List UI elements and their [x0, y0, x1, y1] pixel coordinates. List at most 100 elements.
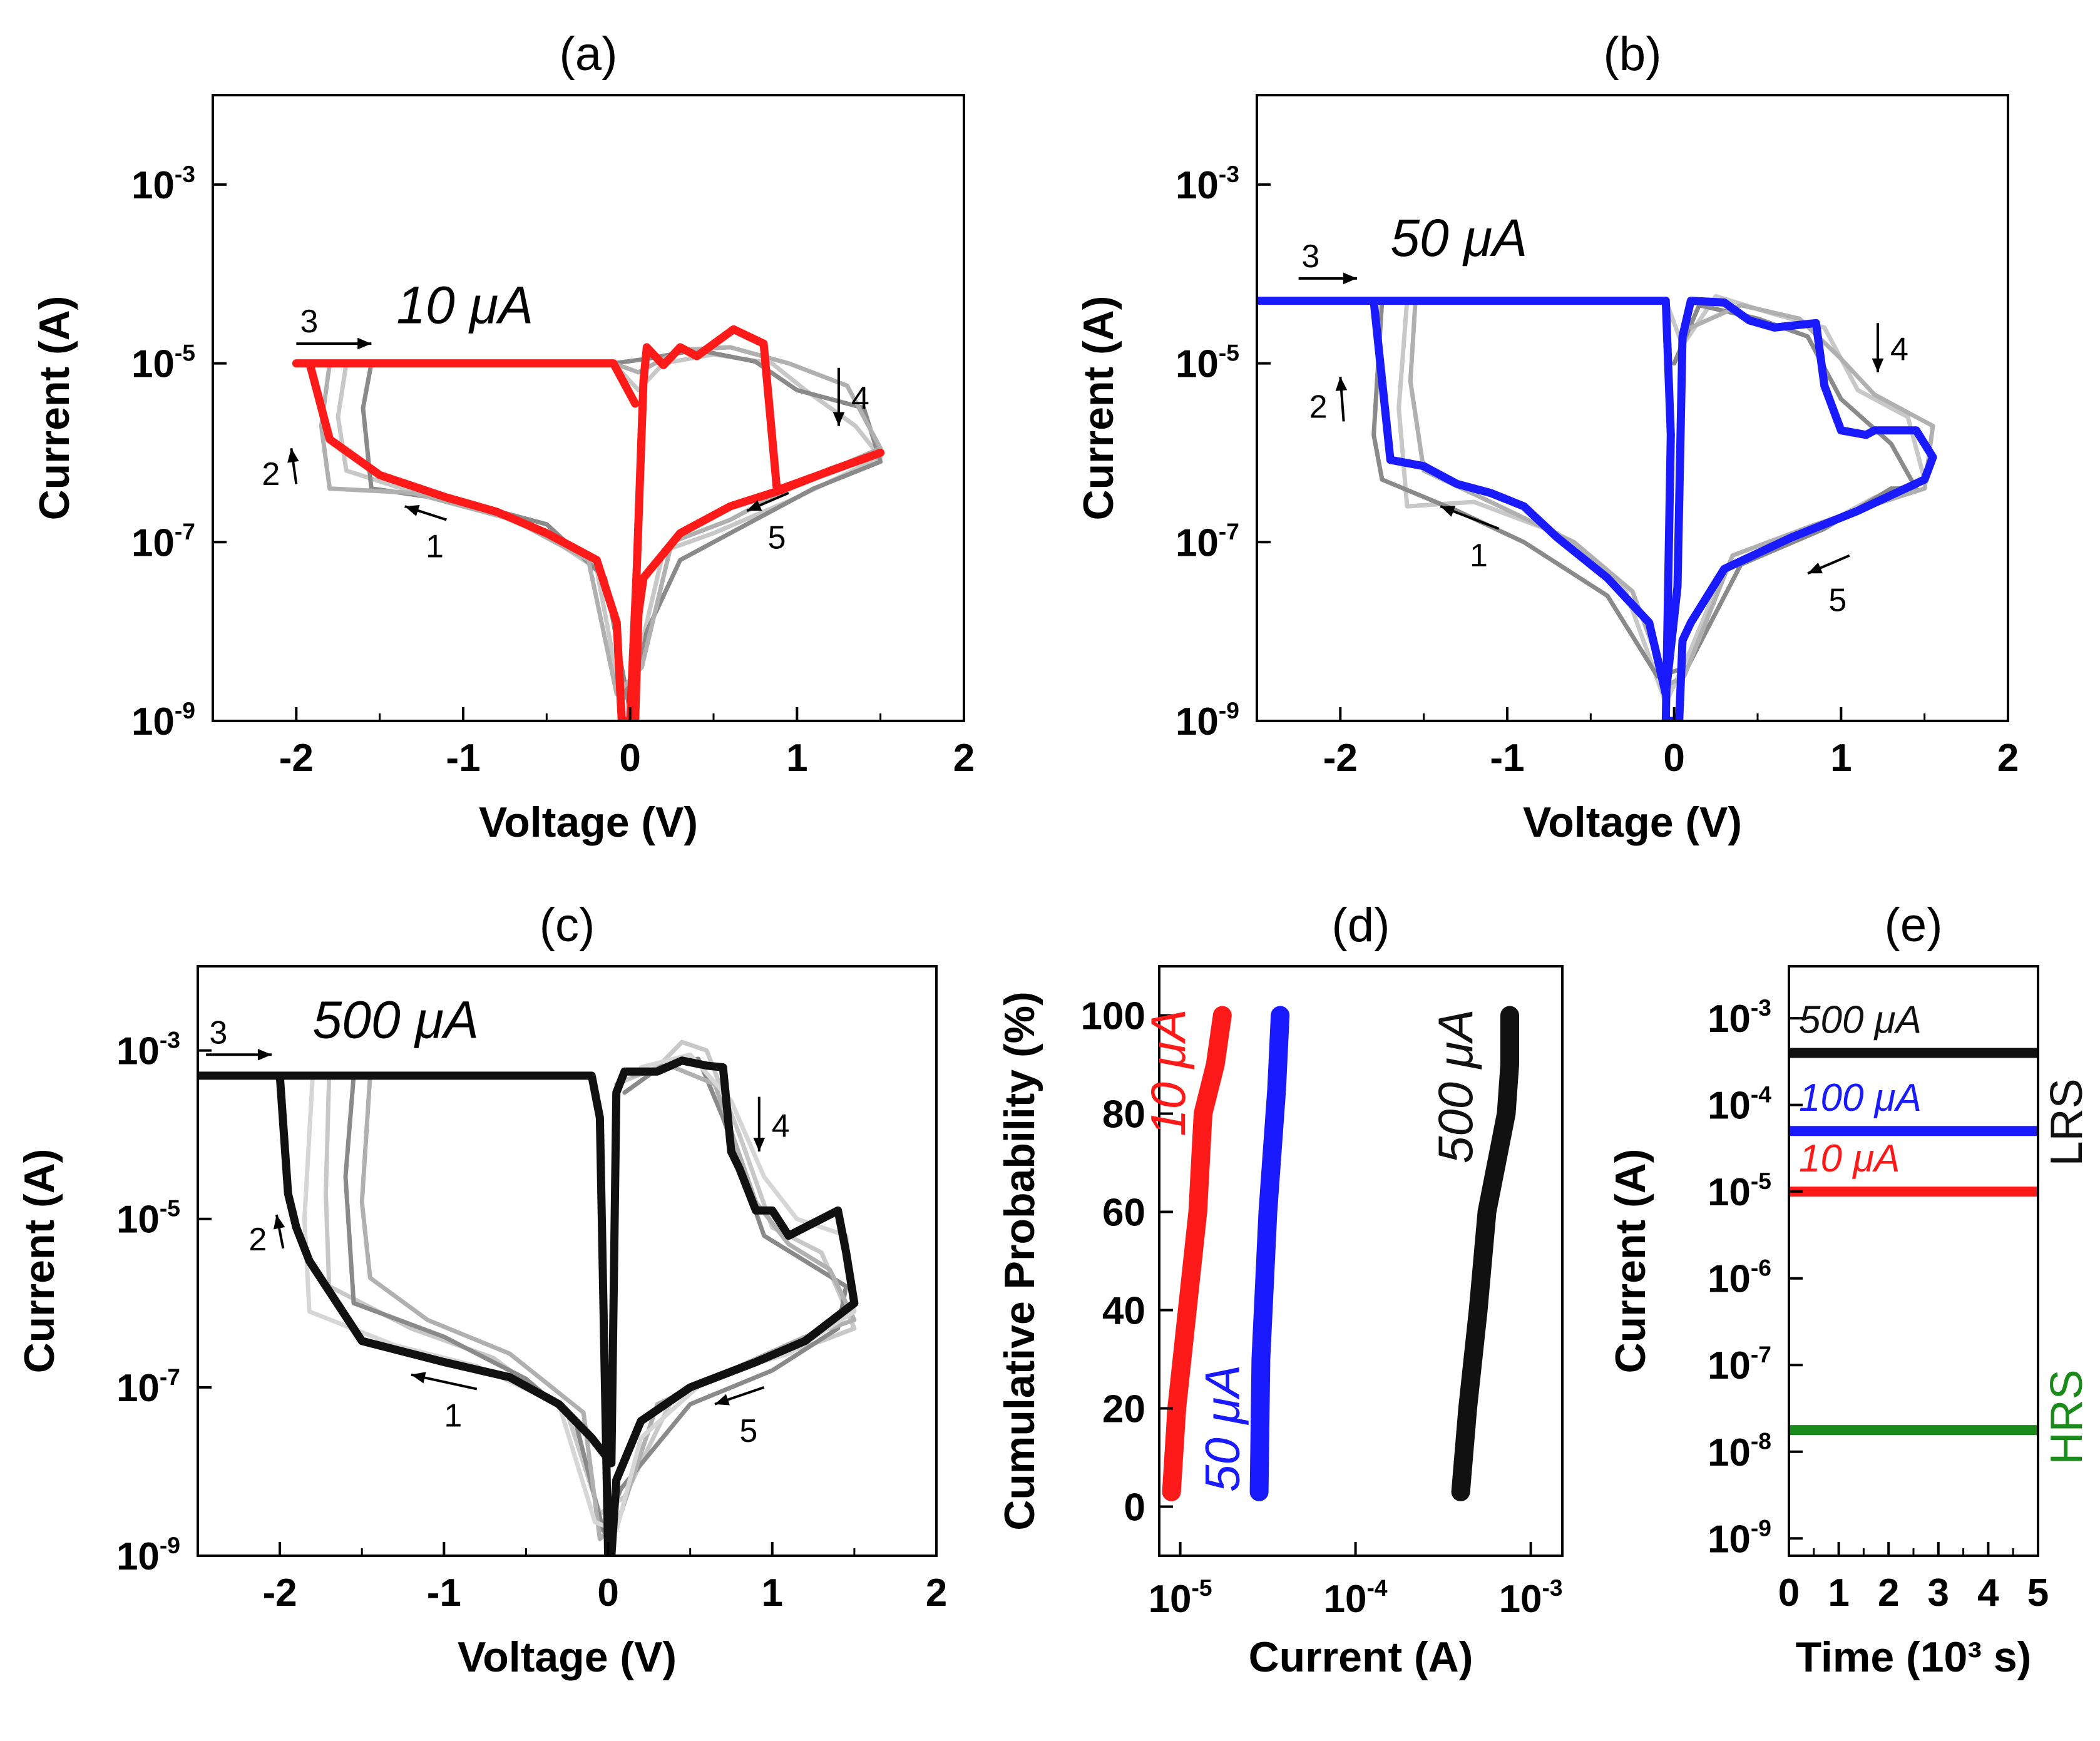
- arrow-head: [1808, 562, 1823, 574]
- y-tick-label: 10-7: [131, 518, 195, 564]
- arrow-head: [411, 1372, 426, 1384]
- panel-label: (e): [1885, 899, 1943, 952]
- x-tick-label: -2: [279, 737, 314, 780]
- y-tick-label: 10-4: [1708, 1081, 1771, 1128]
- y-tick-label: 0: [1124, 1486, 1145, 1529]
- sweep-arrow: 2: [248, 1214, 285, 1258]
- sweep-arrow: 5: [1807, 554, 1850, 618]
- arrow-label: 3: [1301, 238, 1319, 275]
- series-500-μA: [1451, 1006, 1519, 1501]
- series-cycle-gray-3: [302, 345, 883, 697]
- y-tick-label: 40: [1102, 1290, 1145, 1333]
- arrow-label: 5: [768, 519, 786, 556]
- series-cycle-gray-1: [302, 352, 883, 705]
- sweep-arrow: 1: [404, 505, 447, 565]
- series-cycle-gray-2: [327, 1056, 849, 1533]
- sweep-arrow: 4: [753, 1096, 790, 1152]
- y-tick-label: 10-9: [1708, 1514, 1771, 1561]
- arrow-head: [1872, 358, 1884, 372]
- y-tick-label: 80: [1102, 1093, 1145, 1136]
- y-tick-label: 10-3: [131, 161, 195, 207]
- x-tick-label: 0: [619, 737, 640, 780]
- series-label: 10 μA: [1140, 1009, 1196, 1136]
- plot-frame: [197, 965, 938, 1557]
- x-tick-label: 5: [2027, 1571, 2049, 1615]
- y-tick-label: 10-5: [1175, 340, 1239, 386]
- x-tick-label: 0: [597, 1571, 618, 1615]
- y-tick-label: 10-6: [1708, 1255, 1771, 1301]
- arrow-head: [1440, 506, 1456, 517]
- arrow-label: 4: [772, 1108, 790, 1144]
- x-tick-label: 10-4: [1324, 1575, 1388, 1621]
- arrow-label: 2: [1309, 389, 1328, 426]
- x-axis-label: Voltage (V): [1523, 799, 1742, 846]
- arrow-head: [715, 1394, 730, 1406]
- y-tick-label: 10-5: [116, 1195, 180, 1242]
- x-tick-label: 10-3: [1499, 1575, 1563, 1621]
- series-cycle-main: [1257, 297, 1937, 721]
- sweep-arrow: 5: [714, 1386, 765, 1449]
- panel-label: (a): [560, 28, 618, 81]
- x-tick-label: 0: [1663, 737, 1684, 780]
- sweep-arrow: 4: [1872, 323, 1908, 372]
- arrow-label: 4: [1890, 332, 1908, 368]
- series-label: 50 μA: [1195, 1365, 1250, 1492]
- series-label: 500 μA: [1799, 999, 1922, 1042]
- y-tick-label: 10-5: [131, 340, 195, 386]
- arrow-label: 2: [262, 456, 280, 493]
- x-axis-label: Current (A): [1249, 1633, 1473, 1681]
- x-tick-label: 1: [786, 737, 807, 780]
- y-tick-label: 10-3: [116, 1027, 180, 1073]
- y-axis-label: Cumulative Probability (%): [996, 991, 1043, 1530]
- x-tick-label: 4: [1977, 1571, 1999, 1615]
- y-tick-label: 10-9: [116, 1532, 180, 1578]
- x-tick-label: -1: [1490, 737, 1524, 780]
- y-axis-label: Current (A): [31, 296, 78, 521]
- arrow-label: 4: [851, 380, 869, 417]
- panel-label: (b): [1604, 28, 1662, 81]
- series-cycle-main: [198, 1056, 859, 1556]
- sweep-arrow: 5: [746, 491, 789, 556]
- x-tick-label: 1: [1828, 1571, 1849, 1615]
- x-tick-label: 2: [1878, 1571, 1899, 1615]
- y-tick-label: 10-7: [1708, 1341, 1771, 1387]
- panel-b: (b) -2 -1 0 1 2 10-9 10-7 10-5 10-3 Voltage (V) Cur…: [1075, 28, 2019, 846]
- arrow-head: [257, 1048, 272, 1061]
- arrow-head: [273, 1214, 285, 1230]
- panel-a: (a) -2 -1 0 1 2 10-9 10-7 10-5 10-3 Voltage (V) Cur…: [31, 28, 975, 846]
- sweep-arrow: 3: [206, 1014, 272, 1061]
- series-cycle-gray-3: [1388, 299, 1935, 688]
- sweep-arrow: 1: [411, 1372, 478, 1434]
- arrow-head: [1335, 377, 1348, 391]
- state-label: LRS: [2042, 1078, 2092, 1166]
- arrow-label: 3: [300, 304, 318, 340]
- arrow-head: [404, 505, 420, 516]
- y-tick-label: 10-7: [1175, 518, 1239, 564]
- arrow-label: 2: [248, 1222, 267, 1258]
- panel-label: (c): [540, 899, 595, 952]
- y-tick-label: 10-9: [131, 697, 195, 743]
- sweep-arrow: 3: [296, 304, 372, 350]
- plot-frame: [1158, 965, 1564, 1557]
- arrow-label: 1: [1470, 538, 1488, 574]
- data-layer: [198, 1039, 859, 1556]
- sweep-arrow: 2: [1309, 376, 1348, 426]
- arrow-head: [747, 499, 762, 511]
- compliance-label: 50 μA: [1390, 208, 1527, 267]
- arrow-label: 1: [426, 529, 444, 565]
- data-layer: [1789, 1048, 2038, 1436]
- x-axis-label: Voltage (V): [479, 799, 698, 846]
- data-layer: [1257, 294, 1937, 721]
- sweep-arrow: 3: [1298, 238, 1357, 285]
- y-tick-label: 20: [1102, 1388, 1145, 1431]
- arrow-head: [753, 1137, 766, 1152]
- arrow-head: [357, 337, 372, 350]
- x-tick-label: 2: [953, 737, 975, 780]
- panel-e: (e) 0 1 2 3 4 5 10-9 10-8 10-7 10-6 10-5 10-4 10-3 Tim…: [1607, 899, 2092, 1681]
- arrow-label: 3: [209, 1014, 227, 1051]
- y-tick-label: 10-5: [1708, 1168, 1771, 1214]
- arrow-head: [1343, 272, 1357, 285]
- x-tick-label: -1: [427, 1571, 461, 1615]
- compliance-label: 10 μA: [396, 275, 533, 334]
